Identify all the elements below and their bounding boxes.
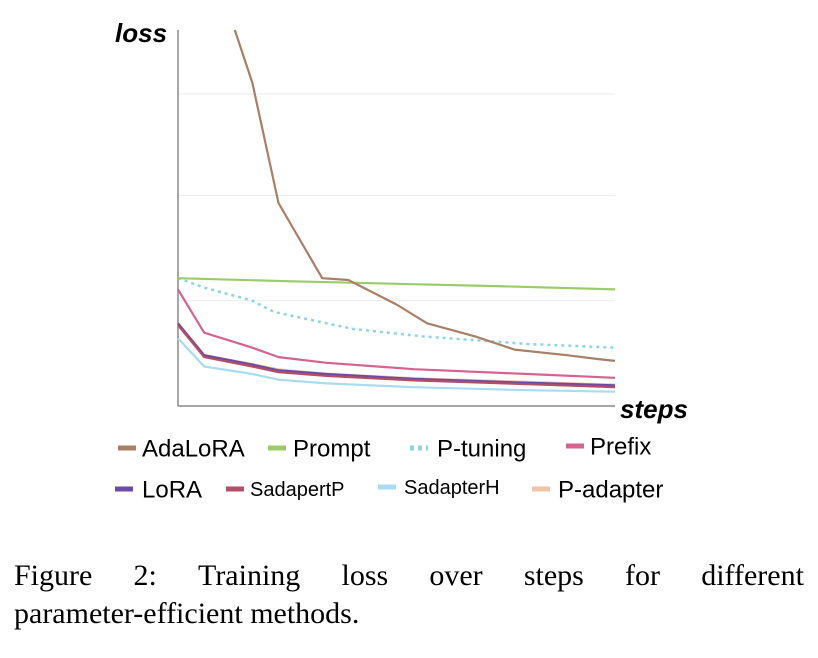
caption-line-1: Figure 2: Training loss over steps for differen… (14, 557, 804, 595)
legend-label-prompt: Prompt (293, 436, 371, 463)
series-layer (177, 29, 616, 393)
caption-word: Figure (14, 559, 93, 592)
caption-word: different (701, 559, 804, 592)
figure-caption: Figure 2: Training loss over steps for differen… (14, 557, 804, 633)
legend-label-p-tuning: P-tuning (437, 436, 526, 463)
legend-label-p-adapter: P-adapter (558, 477, 663, 504)
caption-word: loss (341, 559, 389, 592)
caption-word: for (625, 559, 661, 592)
legend-label-sadapertp: SadapertP (250, 479, 345, 501)
y-axis-label: loss (115, 18, 167, 48)
series-line-sadapterh (177, 337, 616, 393)
series-line-prompt (177, 277, 616, 291)
loss-chart: loss steps AdaLoRA Prompt P-tuning Prefix Lo… (115, 18, 688, 504)
series-line-p-tuning (177, 277, 616, 349)
legend-label-adalora: AdaLoRA (142, 436, 245, 463)
caption-word: over (429, 559, 483, 592)
gridlines (178, 93, 615, 302)
x-axis-label: steps (620, 394, 688, 424)
caption-word: Training (198, 559, 301, 592)
legend-label-sadapterh: SadapterH (404, 477, 500, 499)
series-line-adalora (233, 29, 616, 362)
caption-word: 2: (133, 559, 157, 592)
legend-label-lora: LoRA (142, 477, 202, 504)
series-line-sadapertp (177, 324, 616, 389)
caption-word: steps (523, 559, 584, 592)
caption-line-2: parameter-efficient methods. (14, 597, 360, 630)
legend: AdaLoRA Prompt P-tuning Prefix LoRA SadapertP… (115, 434, 663, 504)
legend-label-prefix: Prefix (590, 434, 651, 461)
series-line-prefix (177, 288, 616, 379)
series-line-lora (177, 322, 616, 387)
